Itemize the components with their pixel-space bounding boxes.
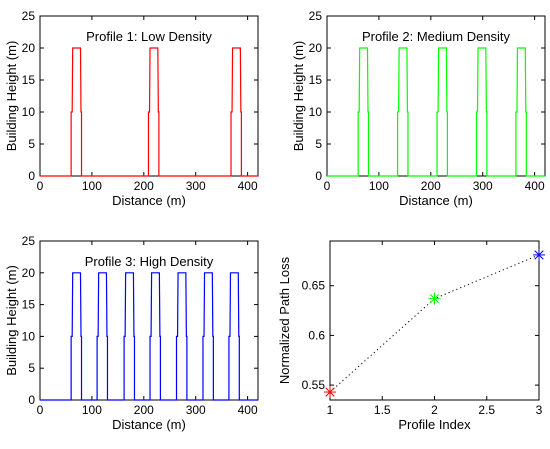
x-tick-label: 100: [369, 179, 389, 193]
plot-area: [326, 15, 546, 177]
x-axis-label: Distance (m): [399, 193, 473, 208]
path-loss-dotted-line: [329, 254, 540, 393]
data-point-2: [428, 292, 441, 305]
subplot-3: 0 100 200 300 400 0 5 10 15 20 25 Distance (m) Build…: [4, 234, 259, 432]
y-axis-label: Normalized Path Loss: [277, 256, 292, 384]
x-tick-label: 200: [134, 179, 154, 193]
y-tick-label: 5: [315, 137, 322, 151]
x-tick-label: 0: [37, 179, 44, 193]
x-axis-label: Distance (m): [112, 193, 186, 208]
subplot-1: 0 100 200 300 400 0 5 10 15 20 25 Distance (m) Build…: [4, 9, 259, 208]
x-tick-label: 2: [431, 403, 438, 417]
subplot-2: 0 100 200 300 400 0 5 10 15 20 25 Distance (m) Build…: [291, 9, 546, 208]
x-tick-label: 0: [324, 179, 331, 193]
x-axis-label: Profile Index: [398, 417, 471, 432]
y-tick-label: 25: [309, 9, 323, 23]
y-tick-label: 20: [309, 41, 323, 55]
y-tick-label: 20: [22, 266, 36, 280]
y-tick-label: 5: [28, 137, 35, 151]
y-tick-label: 0.65: [302, 279, 326, 293]
x-tick-label: 100: [82, 179, 102, 193]
x-tick-label: 1.5: [374, 403, 391, 417]
y-tick-label: 15: [309, 73, 323, 87]
data-point-1: [324, 386, 336, 399]
y-axis-label: Building Height (m): [291, 41, 306, 152]
x-tick-label: 3: [536, 403, 543, 417]
x-tick-label: 2.5: [478, 403, 495, 417]
y-tick-label: 20: [22, 41, 36, 55]
y-tick-label: 10: [22, 329, 36, 343]
x-tick-label: 0: [37, 403, 44, 417]
y-tick-label: 10: [309, 105, 323, 119]
y-tick-label: 0.55: [302, 378, 326, 392]
subplot-title: Profile 3: High Density: [85, 254, 214, 269]
y-tick-label: 5: [28, 361, 35, 375]
y-tick-label: 15: [22, 298, 36, 312]
building-profile-line: [40, 272, 258, 401]
y-axis-label: Building Height (m): [4, 41, 19, 152]
plot-area: [39, 240, 259, 401]
building-profile-line: [40, 47, 258, 177]
plot-area: [329, 240, 540, 401]
x-tick-label: 200: [134, 403, 154, 417]
x-tick-label: 100: [82, 403, 102, 417]
x-tick-label: 400: [238, 403, 258, 417]
y-tick-label: 10: [22, 105, 36, 119]
y-axis-label: Building Height (m): [4, 265, 19, 376]
subplot-title: Profile 2: Medium Density: [362, 29, 511, 44]
x-tick-label: 300: [473, 179, 493, 193]
y-tick-label: 0: [315, 169, 322, 183]
x-tick-label: 1: [327, 403, 334, 417]
x-axis-label: Distance (m): [112, 417, 186, 432]
x-tick-label: 400: [525, 179, 545, 193]
x-tick-label: 300: [186, 403, 206, 417]
y-tick-label: 25: [22, 234, 36, 248]
y-tick-label: 0: [28, 393, 35, 407]
subplot-4: 1 1.5 2 2.5 3 0.55 0.6 0.65 Profile Index Normali…: [277, 240, 545, 432]
data-point-3: [533, 248, 545, 261]
subplot-title: Profile 1: Low Density: [86, 29, 212, 44]
y-tick-label: 15: [22, 73, 36, 87]
building-profile-line: [327, 47, 545, 177]
x-tick-label: 200: [421, 179, 441, 193]
y-tick-label: 0.6: [308, 328, 325, 342]
y-tick-label: 0: [28, 169, 35, 183]
x-tick-label: 400: [238, 179, 258, 193]
y-tick-label: 25: [22, 9, 36, 23]
x-tick-label: 300: [186, 179, 206, 193]
